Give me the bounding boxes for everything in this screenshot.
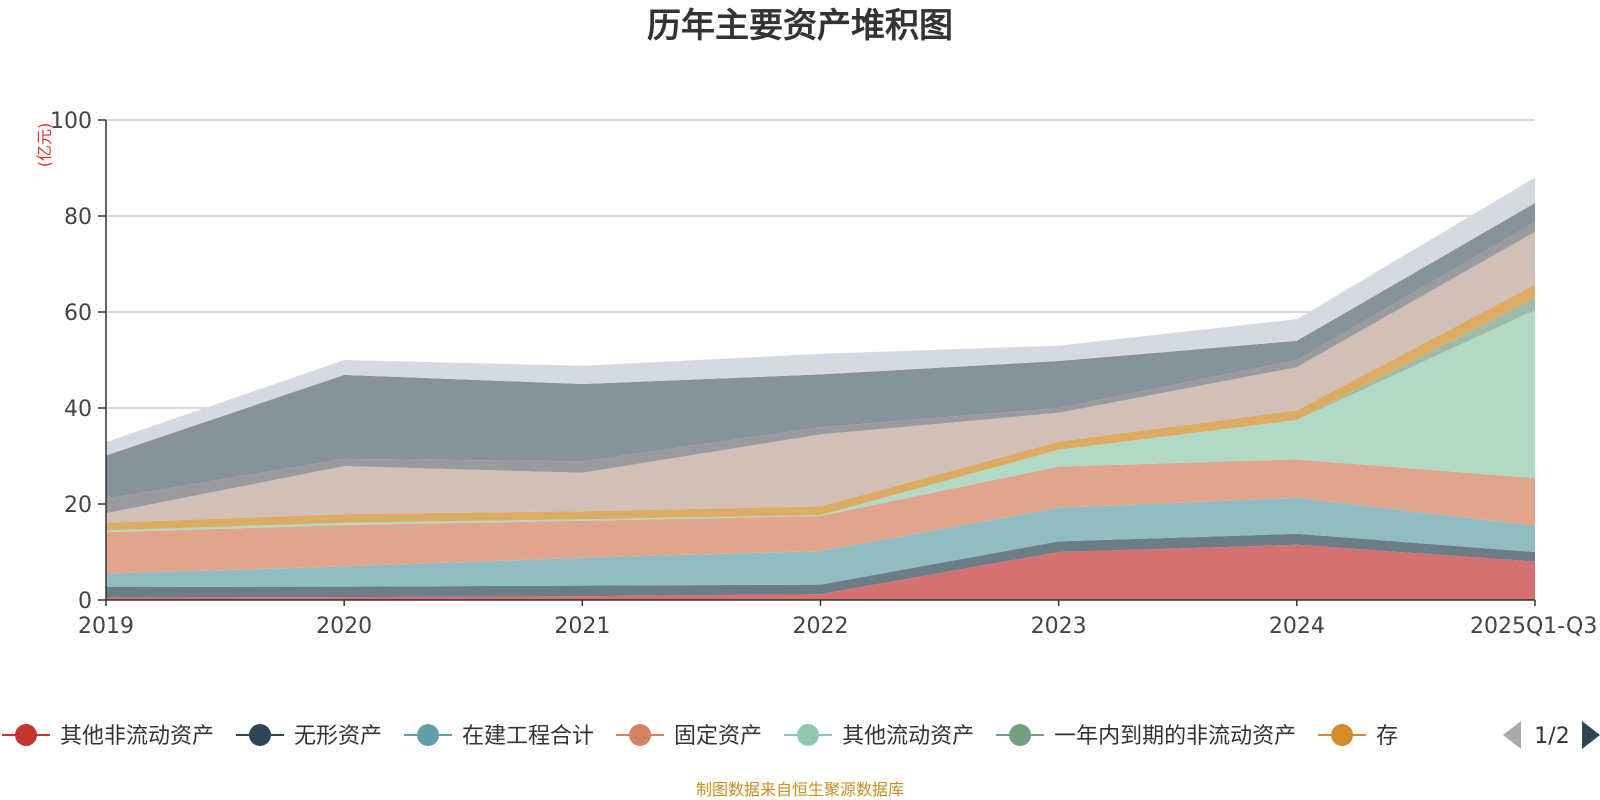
x-tick-label: 2023: [1031, 614, 1087, 639]
legend: 其他非流动资产 无形资产 在建工程合计 固定资产 其他流动资产 一年内到期的非流动资产 存 1…: [2, 712, 1600, 760]
y-tick-label: 20: [64, 493, 92, 518]
area-series: [106, 497, 1535, 587]
legend-marker: [417, 724, 440, 746]
legend-item[interactable]: 其他流动资产: [784, 724, 974, 749]
x-tick-label: 2022: [793, 614, 849, 639]
legend-label: 一年内到期的非流动资产: [1054, 724, 1296, 749]
legend-item[interactable]: 一年内到期的非流动资产: [996, 724, 1296, 749]
legend-label: 固定资产: [674, 724, 762, 749]
area-series: [106, 222, 1535, 514]
legend-page-indicator: 1/2: [1534, 724, 1569, 749]
y-tick-label: 0: [78, 589, 92, 614]
legend-label: 在建工程合计: [462, 724, 594, 749]
chart-title: 历年主要资产堆积图: [647, 6, 953, 46]
legend-marker: [249, 724, 272, 746]
source-note: 制图数据来自恒生聚源数据库: [696, 780, 904, 799]
area-layer: [106, 177, 1535, 600]
y-tick-label: 100: [50, 109, 92, 134]
axis-layer: 0 20 40 60 80 100 2019 2020 2021 2022 2023 2024 2025…: [50, 109, 1597, 639]
legend-marker: [797, 724, 820, 746]
legend-next-page-icon[interactable]: [1582, 721, 1600, 749]
area-series: [106, 533, 1535, 598]
legend-marker: [15, 724, 37, 746]
x-tick-label: 2025Q1-Q3: [1470, 614, 1597, 639]
area-series: [106, 203, 1535, 499]
legend-marker: [1009, 724, 1032, 746]
legend-item[interactable]: 固定资产: [616, 724, 762, 749]
legend-item[interactable]: 无形资产: [236, 724, 382, 749]
legend-marker: [1331, 724, 1354, 746]
area-series: [106, 459, 1535, 574]
x-tick-label: 2019: [78, 614, 134, 639]
legend-label: 其他流动资产: [842, 724, 974, 749]
y-tick-label: 40: [64, 397, 92, 422]
y-axis-unit-label: (亿元): [35, 123, 54, 168]
legend-prev-page-icon[interactable]: [1503, 721, 1521, 749]
area-series: [106, 231, 1535, 523]
legend-label: 其他非流动资产: [60, 724, 214, 749]
legend-label: 无形资产: [294, 724, 382, 749]
y-tick-label: 80: [64, 205, 92, 230]
y-tick-label: 60: [64, 301, 92, 326]
legend-label: 存: [1376, 724, 1398, 749]
legend-item[interactable]: 其他非流动资产: [2, 724, 214, 749]
x-tick-label: 2020: [316, 614, 372, 639]
x-tick-label: 2024: [1269, 614, 1325, 639]
legend-marker: [629, 724, 652, 746]
legend-item[interactable]: 存: [1318, 724, 1398, 749]
area-series: [106, 544, 1535, 600]
legend-item[interactable]: 在建工程合计: [404, 724, 594, 749]
x-tick-label: 2021: [554, 614, 610, 639]
